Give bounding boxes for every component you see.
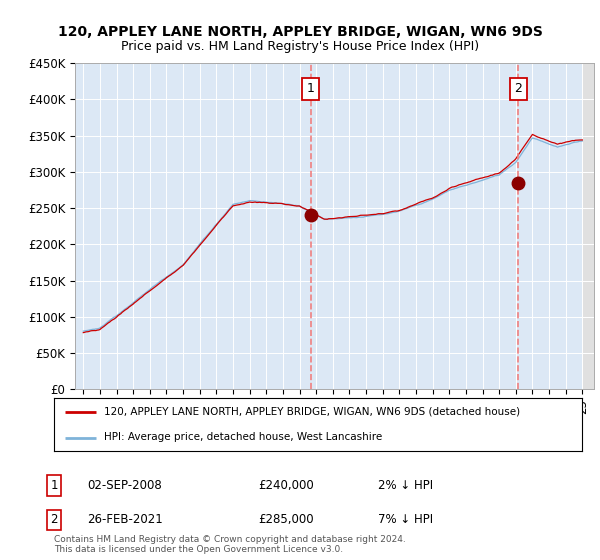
- Text: 7% ↓ HPI: 7% ↓ HPI: [378, 513, 433, 526]
- Text: 120, APPLEY LANE NORTH, APPLEY BRIDGE, WIGAN, WN6 9DS: 120, APPLEY LANE NORTH, APPLEY BRIDGE, W…: [58, 25, 542, 39]
- Text: 2: 2: [514, 82, 522, 95]
- Text: £240,000: £240,000: [258, 479, 314, 492]
- Text: 120, APPLEY LANE NORTH, APPLEY BRIDGE, WIGAN, WN6 9DS (detached house): 120, APPLEY LANE NORTH, APPLEY BRIDGE, W…: [104, 407, 520, 417]
- Text: Contains HM Land Registry data © Crown copyright and database right 2024.
This d: Contains HM Land Registry data © Crown c…: [54, 535, 406, 554]
- Text: Price paid vs. HM Land Registry's House Price Index (HPI): Price paid vs. HM Land Registry's House …: [121, 40, 479, 53]
- Text: 02-SEP-2008: 02-SEP-2008: [87, 479, 162, 492]
- Text: HPI: Average price, detached house, West Lancashire: HPI: Average price, detached house, West…: [104, 432, 382, 442]
- Text: 2: 2: [50, 513, 58, 526]
- Text: 1: 1: [307, 82, 314, 95]
- Text: 1: 1: [50, 479, 58, 492]
- Text: 26-FEB-2021: 26-FEB-2021: [87, 513, 163, 526]
- Text: 2% ↓ HPI: 2% ↓ HPI: [378, 479, 433, 492]
- Text: £285,000: £285,000: [258, 513, 314, 526]
